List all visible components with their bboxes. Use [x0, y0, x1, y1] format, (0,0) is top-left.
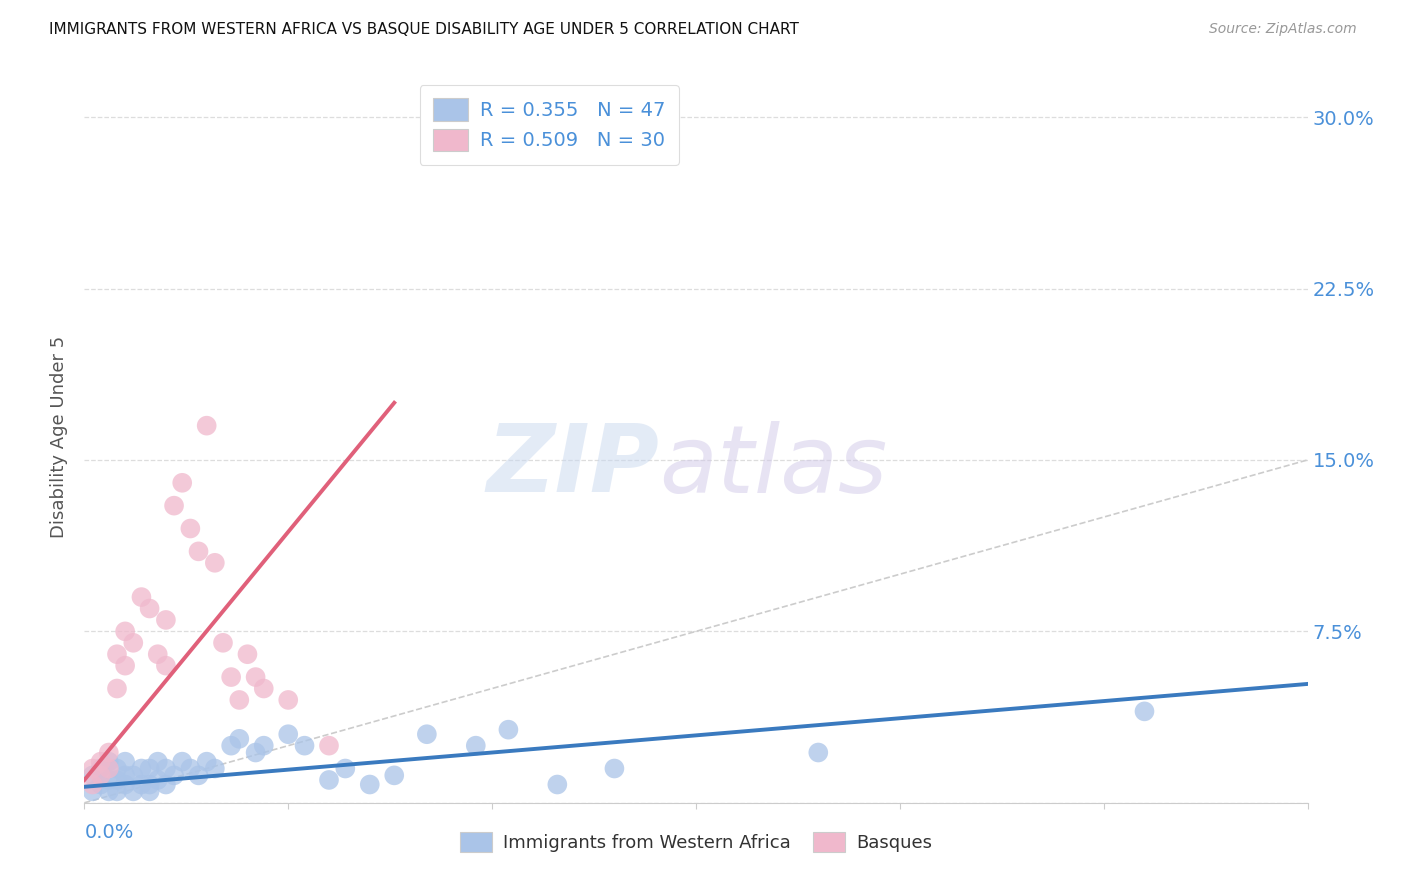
Point [228, 693, 250, 707]
Point [97, 746, 120, 760]
Point [204, 762, 226, 776]
Point [105, 784, 128, 798]
Point [82, 768, 104, 782]
Point [359, 778, 381, 792]
Text: Source: ZipAtlas.com: Source: ZipAtlas.com [1209, 22, 1357, 37]
Point [114, 658, 136, 673]
Point [228, 731, 250, 746]
Point [187, 544, 209, 558]
Point [245, 670, 267, 684]
Point [105, 762, 128, 776]
Point [114, 624, 136, 639]
Point [416, 727, 439, 741]
Point [122, 784, 145, 798]
Point [138, 762, 160, 776]
Point [105, 681, 128, 696]
Point [245, 746, 267, 760]
Point [138, 778, 160, 792]
Point [464, 739, 486, 753]
Y-axis label: Disability Age Under 5: Disability Age Under 5 [49, 336, 67, 538]
Point [277, 693, 299, 707]
Point [187, 768, 209, 782]
Point [253, 681, 276, 696]
Point [318, 739, 340, 753]
Point [105, 772, 128, 787]
Point [219, 670, 242, 684]
Point [114, 768, 136, 782]
Point [155, 762, 177, 776]
Point [179, 521, 201, 535]
Point [90, 762, 112, 776]
Point [195, 755, 218, 769]
Point [318, 772, 340, 787]
Legend: Immigrants from Western Africa, Basques: Immigrants from Western Africa, Basques [453, 824, 939, 860]
Point [90, 755, 112, 769]
Point [155, 658, 177, 673]
Point [1133, 705, 1156, 719]
Point [82, 762, 104, 776]
Point [382, 768, 405, 782]
Point [212, 636, 235, 650]
Point [603, 762, 626, 776]
Point [146, 772, 169, 787]
Point [179, 762, 201, 776]
Point [172, 475, 194, 490]
Text: ZIP: ZIP [486, 420, 659, 512]
Point [82, 784, 104, 798]
Text: IMMIGRANTS FROM WESTERN AFRICA VS BASQUE DISABILITY AGE UNDER 5 CORRELATION CHAR: IMMIGRANTS FROM WESTERN AFRICA VS BASQUE… [49, 22, 799, 37]
Point [155, 613, 177, 627]
Point [131, 762, 153, 776]
Point [114, 755, 136, 769]
Point [97, 755, 120, 769]
Point [146, 755, 169, 769]
Point [546, 778, 568, 792]
Point [807, 746, 830, 760]
Point [90, 778, 112, 792]
Point [146, 647, 169, 661]
Point [204, 556, 226, 570]
Point [253, 739, 276, 753]
Point [163, 499, 186, 513]
Point [97, 784, 120, 798]
Point [172, 755, 194, 769]
Point [97, 772, 120, 787]
Point [277, 727, 299, 741]
Point [90, 768, 112, 782]
Point [498, 723, 520, 737]
Point [114, 778, 136, 792]
Point [122, 768, 145, 782]
Text: atlas: atlas [659, 421, 887, 512]
Point [219, 739, 242, 753]
Text: 0.0%: 0.0% [84, 823, 134, 842]
Point [97, 762, 120, 776]
Point [138, 601, 160, 615]
Point [105, 647, 128, 661]
Point [155, 778, 177, 792]
Point [131, 590, 153, 604]
Point [131, 778, 153, 792]
Point [294, 739, 316, 753]
Point [163, 768, 186, 782]
Point [138, 784, 160, 798]
Point [122, 636, 145, 650]
Point [195, 418, 218, 433]
Point [236, 647, 259, 661]
Point [82, 778, 104, 792]
Point [335, 762, 357, 776]
